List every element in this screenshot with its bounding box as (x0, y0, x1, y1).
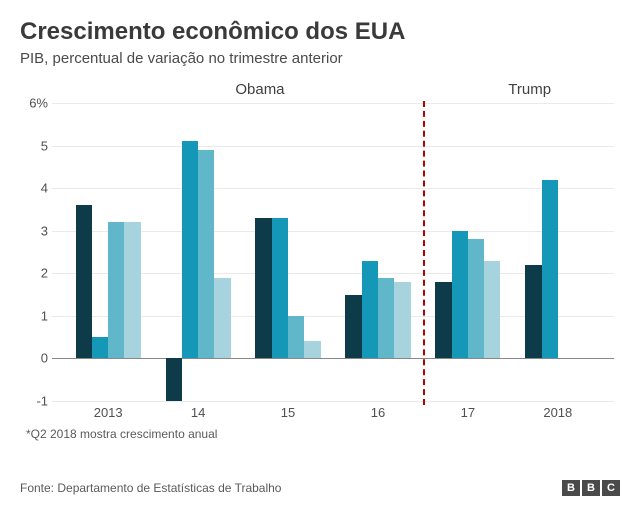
bar (166, 358, 182, 401)
y-tick-label: 6% (22, 96, 48, 111)
bar (435, 282, 451, 359)
y-tick-label: 0 (22, 351, 48, 366)
bar (92, 337, 108, 358)
x-tick-label: 15 (281, 405, 295, 420)
bar (108, 222, 124, 358)
y-tick-label: 3 (22, 223, 48, 238)
bar (182, 141, 198, 358)
subtitle: PIB, percentual de variação no trimestre… (20, 50, 620, 67)
y-tick-label: -1 (22, 394, 48, 409)
gridline (52, 103, 614, 104)
y-tick-label: 1 (22, 308, 48, 323)
bar (345, 295, 361, 359)
bar (468, 239, 484, 358)
y-tick-label: 5 (22, 138, 48, 153)
plot-area: -10123456%ObamaTrump2013141516172018 (52, 81, 614, 421)
x-tick-label: 2013 (94, 405, 123, 420)
bar (255, 218, 271, 358)
gridline (52, 146, 614, 147)
bar (214, 278, 230, 359)
bar (394, 282, 410, 359)
bar (272, 218, 288, 358)
bbc-c: C (602, 480, 620, 496)
bbc-b1: B (562, 480, 580, 496)
bar (124, 222, 140, 358)
x-tick-label: 14 (191, 405, 205, 420)
gridline (52, 401, 614, 402)
x-tick-label: 17 (461, 405, 475, 420)
zero-line (52, 358, 614, 359)
chart-area: -10123456%ObamaTrump2013141516172018 (52, 81, 614, 421)
bar (542, 180, 558, 359)
source: Fonte: Departamento de Estatísticas de T… (20, 481, 281, 495)
page-title: Crescimento econômico dos EUA (20, 18, 620, 46)
bbc-logo: B B C (562, 480, 620, 496)
era-divider (423, 101, 425, 405)
section-label: Obama (235, 81, 284, 98)
y-tick-label: 2 (22, 266, 48, 281)
bar (198, 150, 214, 359)
bbc-b2: B (582, 480, 600, 496)
bar (304, 341, 320, 358)
y-tick-label: 4 (22, 181, 48, 196)
footnote: *Q2 2018 mostra crescimento anual (26, 427, 620, 441)
bar (378, 278, 394, 359)
x-tick-label: 16 (371, 405, 385, 420)
bar (288, 316, 304, 359)
bar (362, 261, 378, 359)
bar (525, 265, 541, 359)
bar (452, 231, 468, 359)
bar (76, 205, 92, 358)
section-label: Trump (508, 81, 551, 98)
gridline (52, 188, 614, 189)
bar (484, 261, 500, 359)
x-tick-label: 2018 (543, 405, 572, 420)
